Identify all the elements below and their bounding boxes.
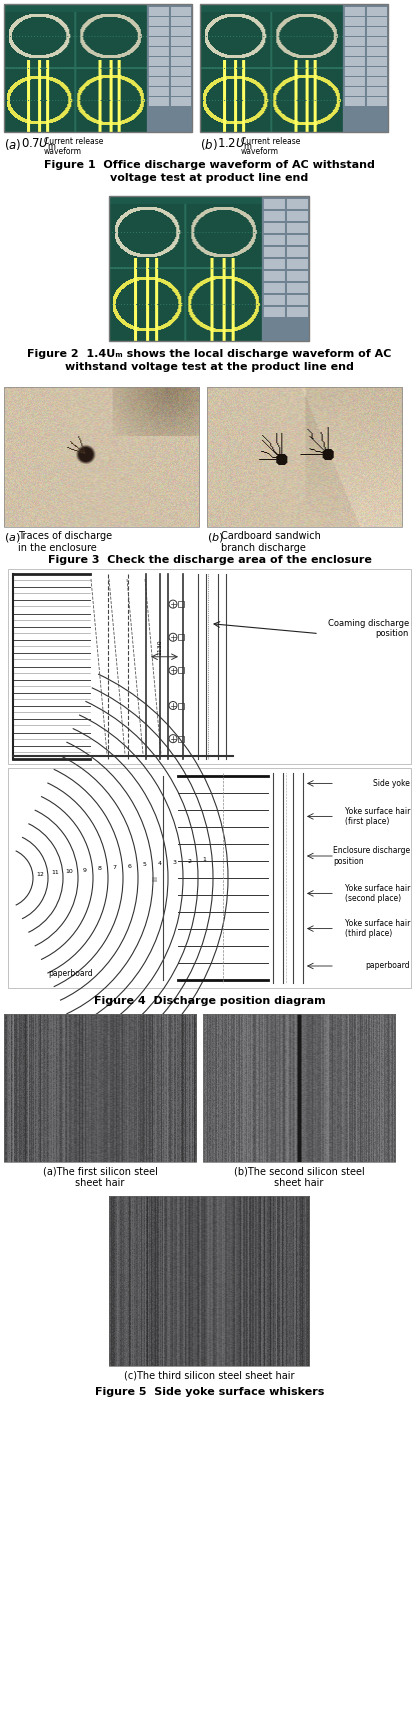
Text: 9: 9	[83, 868, 87, 873]
Text: 5: 5	[142, 862, 146, 868]
Bar	[8, 569, 411, 764]
Bar	[4, 1014, 196, 1163]
Bar	[4, 386, 199, 528]
Text: Enclosure discharge
position: Enclosure discharge position	[333, 847, 410, 866]
Text: $(b)$: $(b)$	[207, 531, 224, 543]
Bar	[109, 1195, 309, 1366]
Text: $(a)$: $(a)$	[4, 136, 21, 152]
Text: Figure 3  Check the discharge area of the enclosure: Figure 3 Check the discharge area of the…	[48, 555, 371, 566]
Text: 3: 3	[172, 859, 176, 864]
Text: Figure 1  Office discharge waveform of AC withstand
voltage test at product line: Figure 1 Office discharge waveform of AC…	[44, 160, 375, 183]
Text: Current release
waveform: Current release waveform	[241, 136, 300, 157]
Bar	[203, 1014, 395, 1163]
Text: 0.7$U_{\rm m}$: 0.7$U_{\rm m}$	[21, 136, 57, 152]
Text: 12: 12	[36, 871, 44, 876]
Text: paperboard: paperboard	[48, 969, 93, 978]
Text: 1: 1	[202, 857, 206, 862]
Bar	[178, 702, 184, 709]
Text: 1.2$U_{\rm m}$: 1.2$U_{\rm m}$	[217, 136, 253, 152]
Bar	[178, 635, 184, 640]
Text: Coaming discharge
position: Coaming discharge position	[328, 619, 409, 638]
Text: paperboard: paperboard	[365, 961, 410, 971]
Text: III: III	[152, 875, 158, 881]
Text: Yoke surface hair
(third place): Yoke surface hair (third place)	[344, 919, 410, 938]
Bar	[8, 768, 411, 988]
Text: Figure 4  Discharge position diagram: Figure 4 Discharge position diagram	[94, 995, 325, 1006]
Text: Yoke surface hair
(first place): Yoke surface hair (first place)	[344, 807, 410, 826]
Text: 6: 6	[127, 864, 132, 869]
Text: (a)The first silicon steel
sheet hair: (a)The first silicon steel sheet hair	[43, 1166, 158, 1187]
Text: 4: 4	[158, 861, 161, 866]
Bar	[4, 3, 192, 133]
Text: 1130: 1130	[157, 640, 162, 656]
Text: Figure 5  Side yoke surface whiskers: Figure 5 Side yoke surface whiskers	[95, 1387, 324, 1397]
Text: (c)The third silicon steel sheet hair: (c)The third silicon steel sheet hair	[124, 1371, 295, 1382]
Bar	[178, 600, 184, 607]
Text: Cardboard sandwich
branch discharge: Cardboard sandwich branch discharge	[221, 531, 321, 552]
Text: $(b)$: $(b)$	[200, 136, 217, 152]
Bar	[178, 668, 184, 673]
Text: Yoke surface hair
(second place): Yoke surface hair (second place)	[344, 883, 410, 904]
Bar	[109, 197, 309, 342]
Text: Figure 2  1.4Uₘ shows the local discharge waveform of AC
withstand voltage test : Figure 2 1.4Uₘ shows the local discharge…	[27, 348, 392, 373]
Text: 10: 10	[66, 869, 74, 875]
Text: (b)The second silicon steel
sheet hair: (b)The second silicon steel sheet hair	[234, 1166, 365, 1187]
Text: 8: 8	[98, 866, 101, 871]
Text: 11: 11	[51, 871, 59, 875]
Bar	[200, 3, 388, 133]
Text: Traces of discharge
in the enclosure: Traces of discharge in the enclosure	[18, 531, 112, 552]
Text: Side yoke: Side yoke	[373, 780, 410, 788]
Bar	[178, 735, 184, 742]
Bar	[207, 386, 402, 528]
Text: Current release
waveform: Current release waveform	[44, 136, 103, 157]
Text: 7: 7	[113, 864, 116, 869]
Text: 2: 2	[187, 859, 191, 864]
Text: $(a)$: $(a)$	[4, 531, 21, 543]
